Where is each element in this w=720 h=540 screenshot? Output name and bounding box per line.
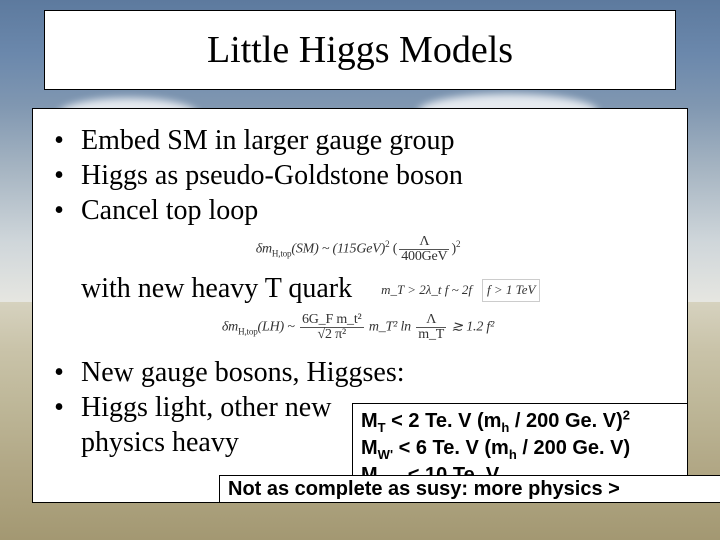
bullet-text: Cancel top loop — [81, 193, 258, 228]
bullet-dot-icon: • — [37, 123, 81, 158]
bullet-dot-icon: • — [37, 158, 81, 193]
bullet-dot-icon: • — [37, 390, 81, 425]
list-item: • Higgs as pseudo-Goldstone boson — [37, 158, 679, 193]
mass-bound-line-1: MT < 2 Te. V (mh / 200 Ge. V)2 — [361, 408, 720, 435]
bullet-text: Higgs as pseudo-Goldstone boson — [81, 158, 463, 193]
bottom-caption-text: Not as complete as susy: more physics > — [228, 478, 620, 501]
title-panel: Little Higgs Models — [44, 10, 676, 90]
slide-content: Little Higgs Models • Embed SM in larger… — [0, 0, 720, 540]
formula-inline-1: m_T > 2λ_t f ~ 2f — [377, 280, 476, 300]
formula-1-content: δmH,top(SM) ~ (115GeV)2 (Λ400GeV)2 — [250, 232, 467, 267]
continuation-line: with new heavy T quark m_T > 2λ_t f ~ 2f… — [37, 271, 679, 306]
bullet-text: Embed SM in larger gauge group — [81, 123, 455, 158]
formula-1: δmH,top(SM) ~ (115GeV)2 (Λ400GeV)2 — [37, 232, 679, 267]
bullet-list-top: • Embed SM in larger gauge group • Higgs… — [37, 123, 679, 228]
list-item: • Embed SM in larger gauge group — [37, 123, 679, 158]
list-item: • New gauge bosons, Higgses: — [37, 355, 679, 390]
bottom-caption-panel: Not as complete as susy: more physics > — [219, 475, 720, 503]
bullet-dot-icon: • — [37, 355, 81, 390]
bullet-dot-icon: • — [37, 193, 81, 228]
mass-bound-line-2: MW' < 6 Te. V (mh / 200 Ge. V) — [361, 435, 720, 462]
formula-inline-group: m_T > 2λ_t f ~ 2f f > 1 TeV — [377, 279, 540, 301]
bullet-text: New gauge bosons, Higgses: — [81, 355, 405, 390]
formula-inline-2: f > 1 TeV — [482, 279, 540, 301]
cont-text: with new heavy T quark — [81, 273, 352, 304]
body-panel: • Embed SM in larger gauge group • Higgs… — [32, 108, 688, 503]
list-item: • Cancel top loop — [37, 193, 679, 228]
formula-2-content: δmH,top(LH) ~ 6G_F m_t²√2 π² m_T² ln Λm_… — [216, 310, 500, 345]
bullet-text: Higgs light, other new — [81, 390, 331, 425]
formula-2: δmH,top(LH) ~ 6G_F m_t²√2 π² m_T² ln Λm_… — [37, 310, 679, 345]
slide-title: Little Higgs Models — [207, 28, 513, 72]
